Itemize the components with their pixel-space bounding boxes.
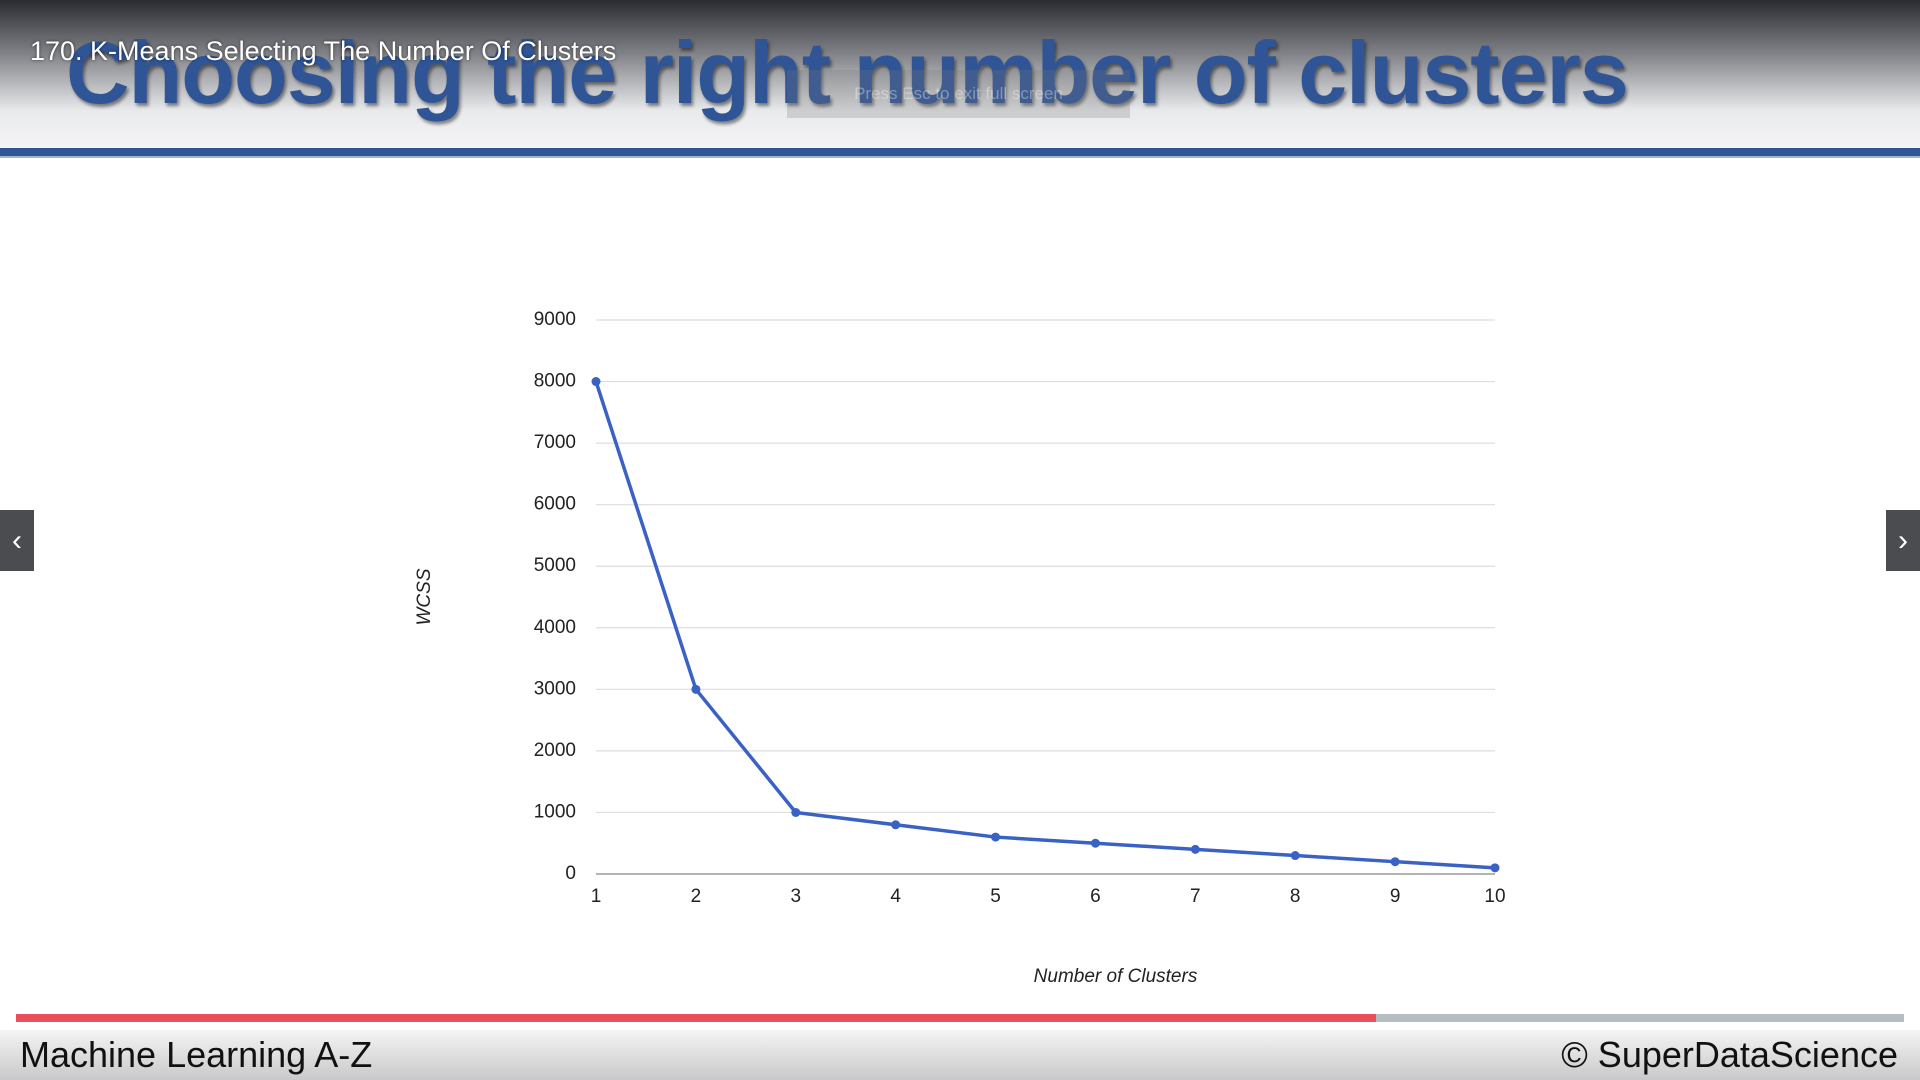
- x-tick-label: 4: [890, 886, 901, 907]
- footer: [0, 1030, 1920, 1080]
- y-tick-label: 2000: [534, 740, 576, 761]
- data-point: [1090, 838, 1100, 848]
- x-tick-label: 7: [1190, 886, 1201, 907]
- next-button[interactable]: ›: [1886, 510, 1920, 571]
- y-tick-label: 3000: [534, 678, 576, 699]
- y-tick-label: 8000: [534, 371, 576, 392]
- header-rule: [0, 148, 1920, 158]
- progress-played: [16, 1014, 1376, 1022]
- progress-bar[interactable]: [16, 1014, 1904, 1022]
- data-line: [594, 381, 1496, 870]
- x-axis-label: Number of Clusters: [1034, 966, 1198, 987]
- chart: 0 1000 2000 3000 4000 5000 6000 7000 8000 9000 1 2 3…: [414, 309, 1506, 987]
- data-point: [1290, 851, 1300, 861]
- data-point: [891, 820, 901, 830]
- x-tick-label: 1: [591, 886, 602, 907]
- y-tick-label: 0: [565, 863, 576, 884]
- data-point: [991, 832, 1001, 842]
- slide-title: Choosing the right number of clusters: [66, 23, 1629, 122]
- footer-course: Machine Learning A-Z: [20, 1034, 373, 1075]
- slide-header: [0, 0, 1920, 148]
- data-point: [1390, 857, 1400, 867]
- y-tick-label: 6000: [534, 494, 576, 515]
- y-axis-label: WCSS: [414, 568, 435, 625]
- x-tick-label: 8: [1290, 886, 1301, 907]
- data-point: [1190, 844, 1200, 854]
- y-tick-label: 4000: [534, 617, 576, 638]
- x-tick-label: 9: [1390, 886, 1401, 907]
- x-tick-label: 6: [1090, 886, 1101, 907]
- x-tick-label: 10: [1484, 886, 1505, 907]
- previous-button[interactable]: ‹: [0, 510, 34, 571]
- x-tick-label: 3: [790, 886, 801, 907]
- y-tick-label: 7000: [534, 432, 576, 453]
- data-point: [591, 377, 601, 387]
- x-tick-label: 5: [990, 886, 1001, 907]
- y-tick-label: 1000: [534, 801, 576, 822]
- data-point: [1490, 863, 1500, 873]
- footer-brand: © SuperDataScience: [1561, 1034, 1898, 1075]
- data-point: [691, 684, 701, 694]
- y-tick-label: 5000: [534, 555, 576, 576]
- x-tick-label: 2: [691, 886, 702, 907]
- video-title: 170. K-Means Selecting The Number Of Clu…: [30, 36, 617, 66]
- fullscreen-hint: Press Esc to exit full screen: [787, 70, 1130, 118]
- data-point: [791, 807, 801, 817]
- y-tick-label: 9000: [534, 309, 576, 330]
